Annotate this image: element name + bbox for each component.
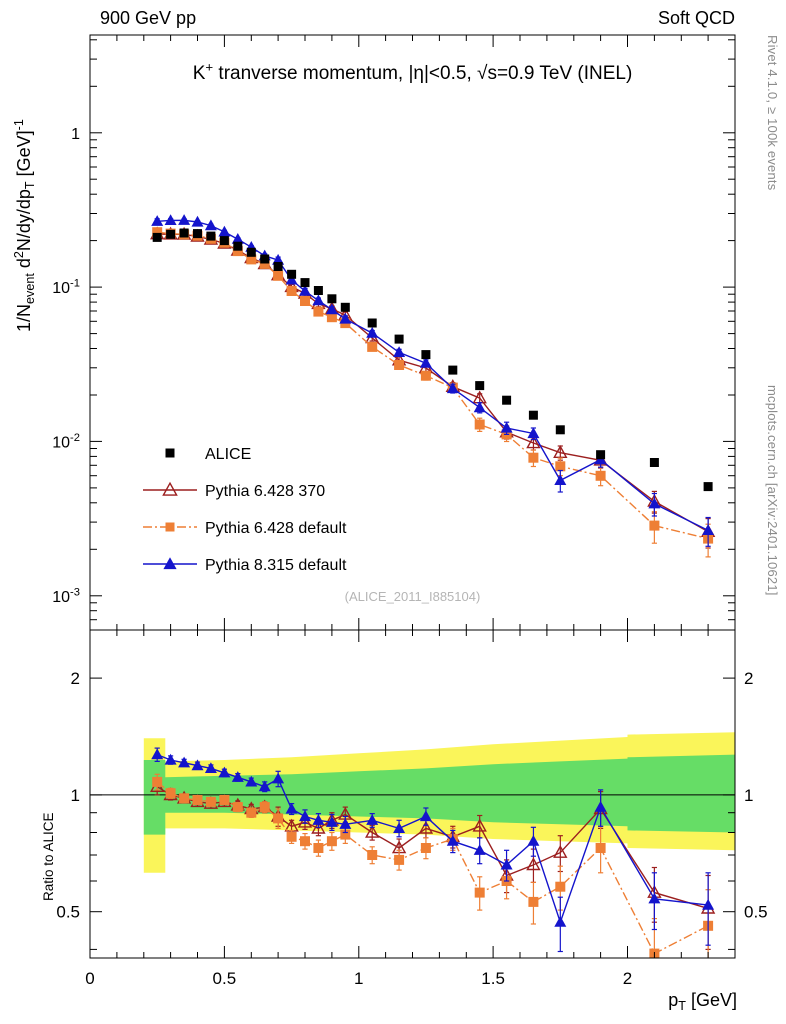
x-tick-label: 1 (354, 969, 363, 988)
y-tick-label: 10-2 (52, 432, 80, 451)
series-alice (152, 228, 713, 492)
y-tick-label: 1 (71, 126, 80, 143)
ratio-tick-label-left: 0.5 (56, 903, 80, 922)
x-tick-label: 1.5 (481, 969, 505, 988)
ratio-tick-label-left: 2 (71, 669, 80, 688)
uncertainty-bands (143, 732, 735, 873)
y-tick-label: 10-1 (52, 278, 80, 297)
legend-entry-pythia-6-428-370: Pythia 6.428 370 (143, 481, 325, 500)
legend-entry-pythia-8-315-default: Pythia 8.315 default (143, 557, 347, 574)
x-tick-label: 0.5 (213, 969, 237, 988)
ratio-pythia-8-315-default (151, 747, 715, 953)
tick-labels: 0 0.5 1 1.5 2 10-3 10-2 10-1 1 0.5 0.5 1 1 2 2 (52, 126, 767, 988)
axis-ticks (89, 35, 736, 958)
ratio-pythia-6-428-default (152, 773, 714, 958)
legend-label: ALICE (205, 446, 251, 463)
series-pythia-6-428-default (152, 227, 714, 558)
legend: ALICE Pythia 6.428 370 Pythia 6.428 defaul… (143, 446, 347, 574)
x-tick-label: 0 (85, 969, 94, 988)
legend-label: Pythia 6.428 default (205, 520, 347, 537)
legend-entry-pythia-6-428-default: Pythia 6.428 default (143, 520, 347, 537)
beam-energy-label: 900 GeV pp (100, 8, 197, 28)
ratio-tick-label-right: 0.5 (744, 903, 768, 922)
y-axis-title: 1/Nevent d2N/dy/dpT [GeV]-1 (12, 119, 37, 332)
legend-label: Pythia 6.428 370 (205, 483, 325, 500)
mcplots-arxiv-label: mcplots.cern.ch [arXiv:2401.10621] (765, 385, 780, 596)
ratio-tick-label-left: 1 (71, 786, 80, 805)
ratio-tick-label-right: 1 (744, 786, 753, 805)
ratio-panel (150, 747, 716, 958)
analysis-id-watermark: (ALICE_2011_I885104) (344, 589, 481, 604)
legend-entry-alice: ALICE (165, 446, 251, 463)
chart-title: K+ tranverse momentum, |η|<0.5, √s=0.9 T… (193, 59, 633, 84)
rivet-version-label: Rivet 4.1.0, ≥ 100k events (765, 35, 780, 191)
x-tick-label: 2 (623, 969, 632, 988)
top-panel-frame (89, 34, 736, 631)
ratio-axis-title: Ratio to ALICE (41, 812, 56, 901)
ratio-tick-label-right: 2 (744, 669, 753, 688)
y-tick-label: 10-3 (52, 586, 80, 605)
x-axis-title: pT [GeV] (668, 990, 737, 1013)
legend-label: Pythia 8.315 default (205, 557, 347, 574)
spectrum-panel (150, 214, 716, 558)
process-group-label: Soft QCD (657, 8, 735, 28)
